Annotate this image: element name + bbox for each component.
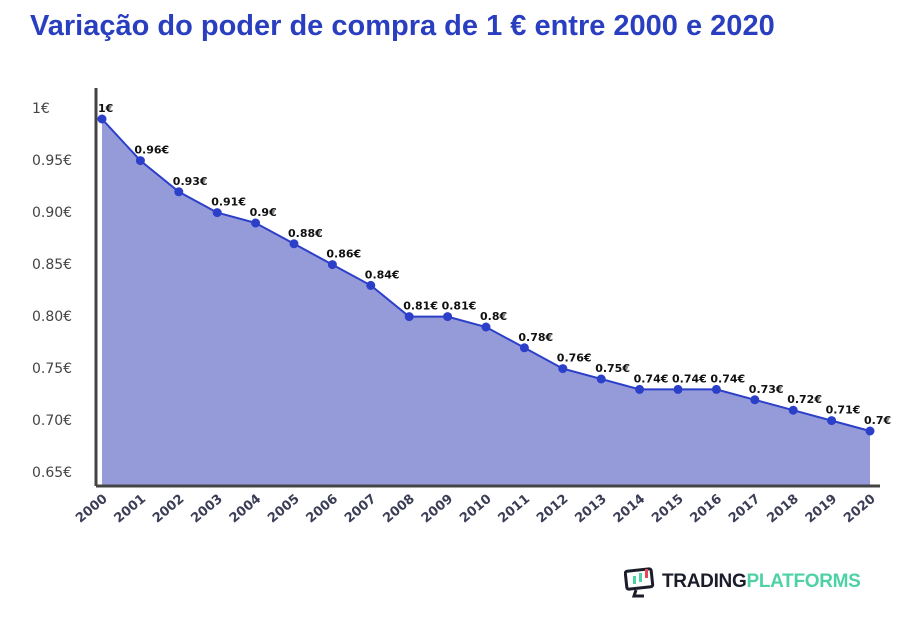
- data-label: 0.75€: [595, 362, 630, 375]
- x-tick-label: 2015: [649, 492, 686, 527]
- x-tick-label: 2003: [188, 492, 225, 527]
- data-point: [558, 364, 568, 374]
- chart-title: Variação do poder de compra de 1 € entre…: [30, 10, 775, 42]
- data-label: 0.88€: [288, 227, 323, 240]
- data-point: [481, 322, 491, 332]
- data-label: 0.74€: [634, 372, 669, 385]
- data-point: [711, 384, 721, 394]
- data-label: 1€: [98, 102, 113, 115]
- data-label: 0.73€: [749, 383, 784, 396]
- data-point: [635, 384, 645, 394]
- x-tick-label: 2008: [380, 492, 417, 527]
- data-point: [174, 187, 184, 197]
- data-label: 0.74€: [672, 372, 707, 385]
- x-tick-label: 2001: [112, 492, 149, 527]
- x-tick-label: 2020: [841, 492, 878, 527]
- data-point: [212, 208, 222, 218]
- data-label: 0.84€: [365, 268, 400, 281]
- data-point: [289, 239, 299, 249]
- data-label: 0.86€: [326, 248, 361, 261]
- data-label: 0.93€: [173, 175, 208, 188]
- x-tick-label: 2000: [73, 492, 110, 527]
- x-tick-label: 2013: [572, 492, 609, 527]
- data-label: 0.8€: [480, 310, 507, 323]
- data-label: 0.91€: [211, 196, 246, 209]
- data-label: 0.96€: [134, 144, 169, 157]
- data-label: 0.76€: [557, 352, 592, 365]
- x-tick-label: 2014: [611, 492, 648, 527]
- y-tick-label: 0.70€: [32, 413, 72, 429]
- data-point: [519, 343, 529, 353]
- data-point: [366, 280, 376, 290]
- x-tick-label: 2009: [419, 492, 456, 527]
- data-label: 0.74€: [710, 372, 745, 385]
- x-tick-label: 2010: [457, 492, 494, 527]
- x-tick-label: 2019: [803, 492, 840, 527]
- x-tick-label: 2006: [304, 492, 341, 527]
- data-point: [251, 218, 261, 228]
- data-point: [443, 312, 453, 322]
- data-label: 0.78€: [518, 331, 553, 344]
- data-point: [750, 395, 760, 405]
- x-tick-label: 2004: [227, 492, 264, 527]
- y-tick-label: 0.75€: [32, 361, 72, 377]
- logo-text-accent: PLATFORMS: [746, 571, 861, 592]
- data-point: [865, 426, 875, 436]
- x-tick-label: 2017: [726, 492, 763, 527]
- area-fill: [102, 119, 870, 486]
- data-point: [827, 416, 837, 426]
- data-label: 0.71€: [826, 404, 861, 417]
- data-label: 0.7€: [864, 414, 891, 427]
- x-tick-label: 2007: [342, 492, 379, 527]
- data-label: 0.72€: [787, 393, 822, 406]
- y-tick-label: 1€: [32, 101, 50, 117]
- x-tick-label: 2002: [150, 492, 187, 527]
- data-point: [404, 312, 414, 322]
- data-label: 0.81€: [403, 300, 438, 313]
- data-point: [135, 156, 145, 166]
- data-label: 0.9€: [250, 206, 277, 219]
- monitor-chart-icon: [624, 567, 655, 598]
- x-tick-label: 2016: [688, 492, 725, 527]
- data-label: 0.81€: [442, 300, 477, 313]
- x-tick-label: 2018: [764, 492, 801, 527]
- data-point: [596, 374, 606, 384]
- logo-text-dark: TRADING: [662, 571, 747, 592]
- y-tick-label: 0.90€: [32, 205, 72, 221]
- data-point: [97, 114, 107, 124]
- x-tick-label: 2011: [496, 492, 533, 527]
- y-tick-label: 0.95€: [32, 153, 72, 169]
- trading-platforms-logo: TRADING PLATFORMS: [624, 566, 861, 598]
- data-point: [327, 260, 337, 270]
- y-tick-label: 0.80€: [32, 309, 72, 325]
- data-point: [788, 405, 798, 415]
- data-point: [673, 384, 683, 394]
- x-tick-label: 2012: [534, 492, 571, 527]
- y-tick-label: 0.65€: [32, 465, 72, 481]
- y-tick-label: 0.85€: [32, 257, 72, 273]
- x-tick-label: 2005: [265, 492, 302, 527]
